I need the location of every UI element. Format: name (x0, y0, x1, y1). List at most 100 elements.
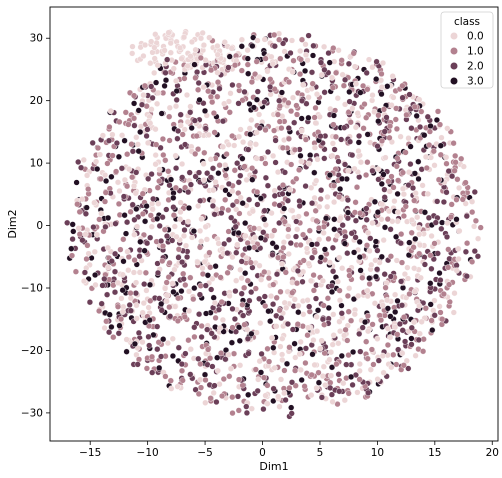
data-point (200, 177, 208, 184)
data-point (408, 335, 415, 342)
data-point (385, 178, 392, 185)
data-point (133, 169, 140, 176)
data-point (305, 324, 312, 331)
data-point (64, 219, 71, 226)
data-point (233, 249, 240, 256)
data-point (248, 78, 256, 86)
data-point (214, 367, 222, 374)
data-point (248, 405, 255, 412)
data-point (160, 336, 167, 343)
data-point (198, 322, 205, 330)
data-point (386, 122, 394, 130)
data-point (436, 303, 443, 310)
data-point (399, 350, 406, 357)
data-point (207, 355, 214, 362)
data-point (328, 372, 335, 379)
data-point (114, 179, 122, 186)
data-point (318, 187, 325, 194)
data-point (312, 207, 319, 214)
data-point (146, 317, 153, 324)
data-point (253, 96, 261, 103)
data-point (297, 47, 304, 55)
data-point (369, 97, 376, 104)
data-point (113, 140, 121, 147)
data-point (310, 272, 317, 279)
data-point (315, 379, 323, 386)
data-point (404, 264, 411, 271)
data-point (147, 297, 154, 304)
data-point (231, 62, 239, 69)
x-tick-label: 10 (371, 447, 384, 459)
data-point (288, 404, 295, 411)
data-point (231, 315, 239, 323)
data-point (187, 109, 194, 116)
data-point (379, 59, 387, 67)
data-point (191, 117, 198, 124)
data-point (464, 240, 471, 247)
data-point (156, 166, 163, 173)
data-point (167, 377, 174, 384)
data-point (237, 172, 244, 179)
data-point (225, 141, 232, 148)
data-point (381, 186, 388, 193)
data-point (392, 116, 399, 123)
legend: class 0.0 1.0 2.0 3.0 (440, 11, 494, 89)
data-point (318, 337, 325, 344)
data-point (262, 221, 269, 229)
data-point (416, 250, 423, 257)
data-point (182, 242, 190, 249)
data-point (254, 37, 261, 44)
data-point (244, 55, 251, 62)
data-point (187, 181, 195, 188)
data-point (444, 219, 451, 227)
data-point (208, 286, 215, 293)
data-point (165, 274, 172, 281)
data-point (268, 53, 275, 60)
data-point (225, 180, 233, 188)
data-point (357, 159, 365, 166)
data-point (443, 154, 450, 161)
data-point (187, 103, 194, 110)
data-point (356, 360, 363, 368)
data-point (395, 346, 402, 353)
data-point (302, 41, 309, 48)
data-point (285, 226, 292, 233)
data-point (427, 122, 434, 130)
data-point (251, 234, 259, 241)
data-point (351, 165, 358, 172)
data-point (131, 340, 139, 348)
data-point (264, 400, 271, 407)
data-point (242, 220, 249, 227)
data-point (114, 279, 122, 286)
data-point (297, 241, 304, 249)
data-point (396, 320, 404, 328)
data-point (218, 298, 225, 306)
data-point (275, 254, 282, 261)
data-point (209, 202, 217, 210)
data-point (451, 167, 458, 174)
data-point (179, 377, 186, 384)
data-point (201, 149, 208, 156)
data-point (416, 96, 423, 103)
data-point (241, 163, 248, 170)
data-point (106, 311, 113, 318)
data-point (379, 302, 386, 309)
data-point (161, 82, 168, 90)
data-point (179, 174, 186, 181)
data-point (252, 141, 260, 148)
data-point (261, 36, 268, 43)
data-point (206, 249, 213, 256)
data-point (172, 303, 179, 310)
data-point (273, 323, 280, 330)
data-point (335, 158, 342, 165)
data-point (188, 38, 196, 46)
data-point (437, 142, 444, 149)
data-point (124, 248, 131, 255)
data-point (337, 215, 344, 222)
data-point (221, 100, 228, 107)
data-point (139, 309, 146, 316)
data-point (338, 57, 345, 64)
data-point (133, 315, 140, 322)
data-point (292, 354, 299, 361)
data-point (281, 367, 288, 374)
